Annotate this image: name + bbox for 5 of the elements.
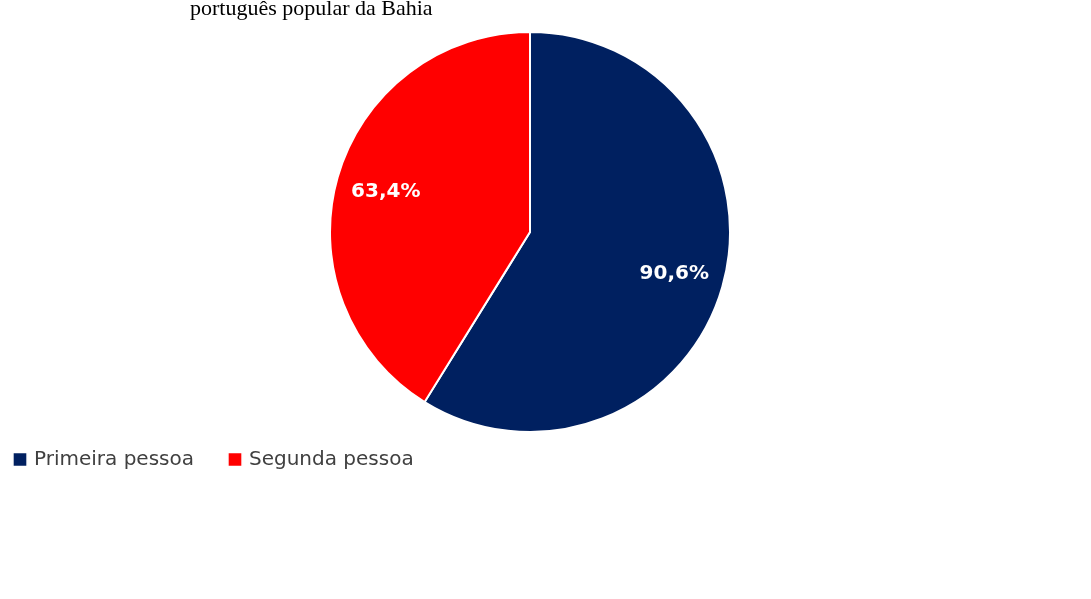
legend-label: Primeira pessoa — [34, 446, 194, 471]
data-label: 90,6% — [639, 260, 709, 285]
chart-title: português popular da Bahia — [190, 0, 433, 20]
data-label: 63,4% — [351, 177, 421, 202]
legend-label: Segunda pessoa — [249, 446, 414, 471]
